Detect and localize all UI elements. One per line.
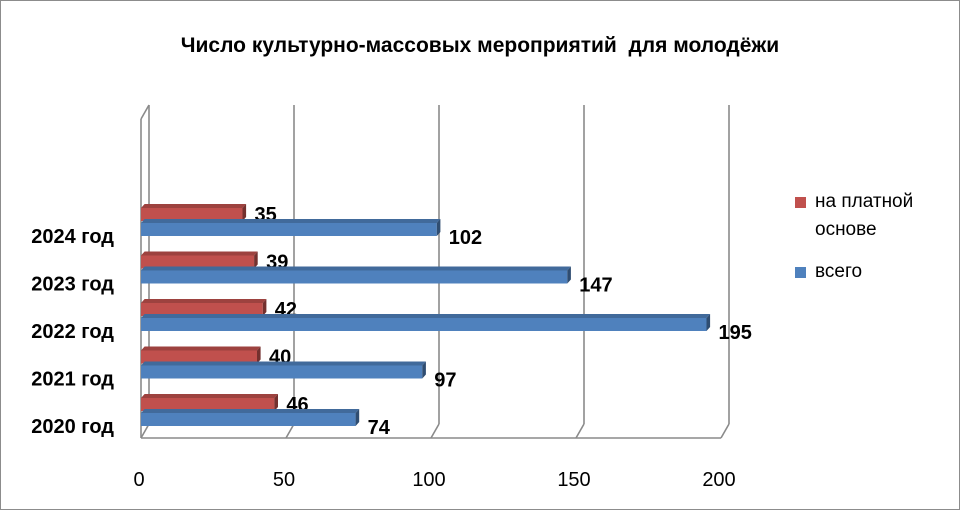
bar	[141, 208, 243, 221]
data-label: 147	[579, 275, 612, 297]
category-label: 2020 год	[31, 416, 114, 438]
bar	[141, 350, 257, 364]
bar	[141, 303, 263, 316]
bar-end-face	[422, 361, 426, 379]
data-label: 97	[434, 370, 456, 392]
bar	[141, 223, 437, 236]
legend: на платной основе всего	[795, 188, 955, 300]
floor-grid-diagonal	[720, 423, 730, 439]
left-wall-top-edge	[140, 104, 150, 120]
legend-item-total: всего	[795, 258, 955, 286]
x-tick-label: 200	[702, 469, 735, 491]
x-tick-label: 100	[412, 469, 445, 491]
data-label: 74	[368, 417, 391, 439]
bar-top-face	[141, 219, 441, 223]
floor-grid-diagonal	[285, 423, 295, 439]
bar-end-face	[355, 409, 360, 426]
bar	[141, 318, 707, 331]
bar	[141, 255, 255, 269]
bar-top-face	[141, 251, 258, 256]
legend-label-paid: на платной основе	[815, 191, 914, 240]
category-label: 2022 год	[31, 321, 114, 343]
bar	[141, 413, 356, 426]
x-tick-label: 150	[557, 469, 590, 491]
bar-end-face	[242, 204, 247, 221]
bar-end-face	[262, 299, 267, 316]
data-label: 195	[719, 322, 752, 344]
category-label: 2024 год	[31, 226, 114, 248]
chart-title: Число культурно-массовых мероприятий для…	[180, 34, 780, 57]
bar-top-face	[141, 204, 247, 208]
bar-end-face	[706, 314, 711, 331]
floor-grid-diagonal	[575, 423, 585, 439]
legend-swatch-total	[795, 267, 806, 278]
category-label: 2021 год	[31, 369, 114, 391]
bar-top-face	[141, 394, 278, 398]
bar-top-face	[141, 346, 261, 351]
bar-end-face	[257, 346, 261, 364]
data-label: 102	[449, 227, 482, 249]
bar-top-face	[141, 299, 267, 303]
category-label: 2023 год	[31, 274, 114, 296]
bar	[141, 270, 568, 284]
bar-end-face	[254, 251, 258, 269]
legend-label-total: всего	[815, 261, 863, 282]
bar-top-face	[141, 266, 571, 271]
x-tick-label: 0	[133, 469, 144, 491]
bar-end-face	[274, 394, 278, 411]
bar-end-face	[436, 219, 441, 236]
bar	[141, 365, 423, 379]
bar-top-face	[141, 361, 426, 366]
x-tick-label: 50	[273, 469, 295, 491]
legend-item-paid: на платной основе	[795, 188, 955, 244]
bar-end-face	[567, 266, 571, 284]
floor-grid-diagonal	[140, 423, 150, 439]
bar-top-face	[141, 314, 711, 318]
bar-top-face	[141, 409, 360, 413]
legend-swatch-paid	[795, 197, 806, 208]
floor-grid-diagonal	[430, 423, 440, 439]
bar	[141, 398, 275, 411]
